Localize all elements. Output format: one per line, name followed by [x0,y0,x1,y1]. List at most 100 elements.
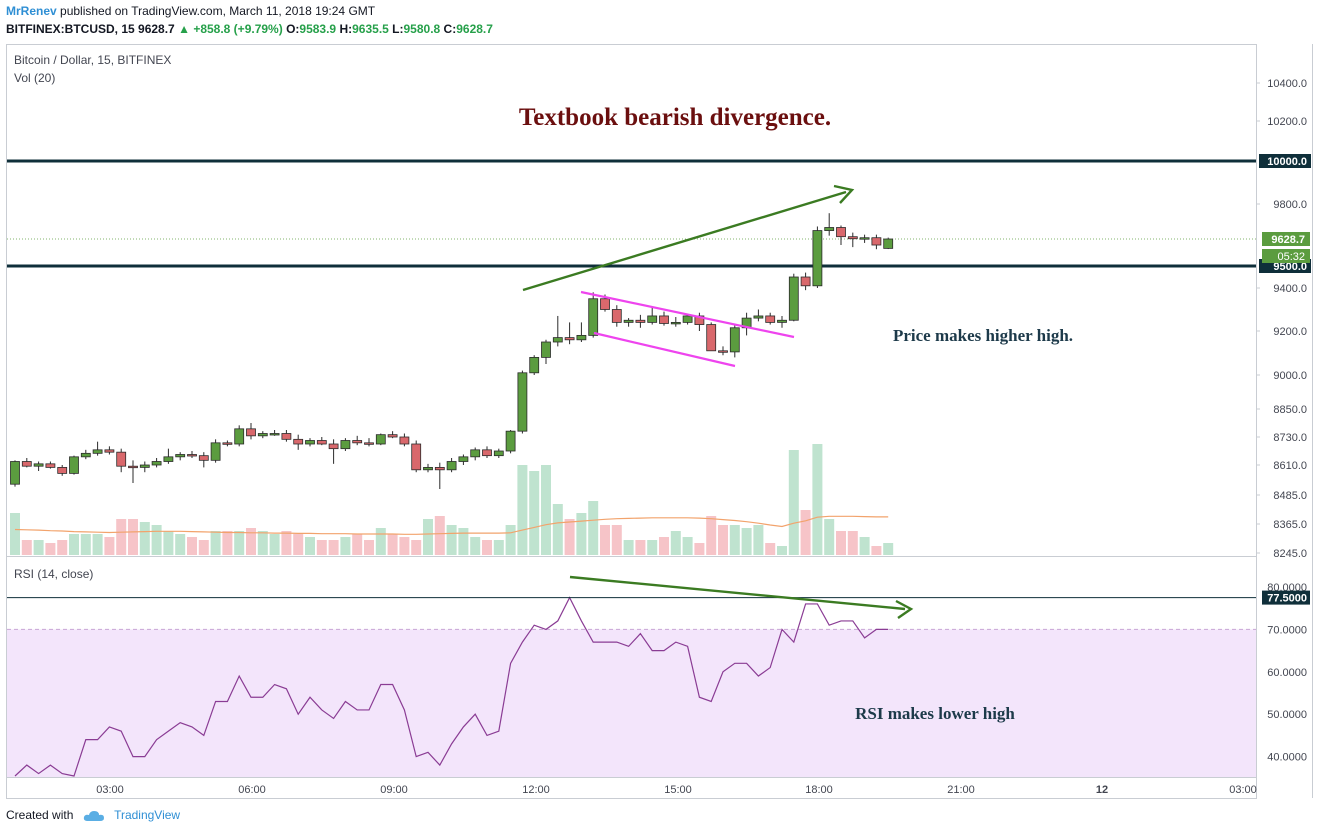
candle-body [564,337,575,341]
volume-bar [128,519,138,555]
time-tick-label: 12 [1096,784,1108,796]
time-tick-label: 12:00 [522,784,550,796]
volume-bar [293,534,304,555]
axis-labels: 10400.0 10200.0 9800.0 9400.0 9200.0 9000.0 88… [96,78,1311,796]
volume-bar [517,465,528,555]
volume-bar [69,534,79,555]
price-tick-label: 8850.0 [1273,404,1307,416]
candle-body [800,276,811,287]
time-tick-label: 06:00 [238,784,266,796]
candle-body [423,466,433,471]
candle-body [316,440,327,445]
volume-bar [576,513,587,555]
candle-body [446,461,457,471]
candle-body [281,433,292,440]
volume-bar [187,537,197,555]
price-trend-arrow [522,190,847,292]
candle-body [505,430,516,452]
volume-bar [588,501,599,555]
volume-bar [305,537,315,555]
price-tick-label: 9200.0 [1273,326,1307,338]
candle-body [375,434,386,445]
price-tick-label: 8245.0 [1273,548,1307,560]
candle-body [647,315,658,323]
candle-body [434,466,445,471]
price-tick-label: 10400.0 [1267,78,1307,90]
candle-body [517,372,528,432]
last-price: 9628.7 [138,22,175,36]
channel-upper-line [580,290,795,339]
level-badge-label: 10000.0 [1267,156,1307,168]
volume-bar [328,540,339,555]
candle-body [706,324,717,352]
volume-bar [682,537,693,555]
volume-bar [340,537,351,555]
volume-bar [257,531,268,555]
volume-bar [470,537,481,555]
volume-bar [21,540,32,555]
volume-bar [352,534,363,555]
candle-body [257,433,268,437]
volume-bar [800,510,811,555]
candle-body [718,350,728,353]
rsi-line [14,596,889,777]
volume-bar [57,540,68,555]
volume-bar [859,537,870,555]
countdown-badge-label: 05:32 [1277,251,1305,263]
time-tick-label: 03:00 [1229,784,1257,796]
candle-body [246,428,256,437]
candle-body [328,443,339,450]
candle-body [812,230,823,287]
horizontal-levels [7,159,1256,268]
tradingview-link[interactable]: TradingView [114,808,181,822]
candle-body [588,298,599,336]
candle-body [600,298,610,310]
volume-bar [45,543,56,555]
price-trend-arrowhead [833,184,855,204]
candle-body [859,237,870,240]
created-with-label: Created with [6,808,74,822]
volume-bar [482,540,492,555]
volume-bar [871,546,882,555]
time-axis-frame [6,777,1257,799]
time-tick-label: 18:00 [805,784,833,796]
candle-body [765,315,776,323]
volume-bar [505,525,516,555]
volume-bar [647,540,658,555]
candle-body [234,428,245,445]
level-badge-label: 9500.0 [1273,261,1307,273]
volume-bar [659,537,669,555]
candle-body [529,356,540,374]
volume-bar [729,525,740,555]
close-value: 9628.7 [456,22,493,36]
volume-bar [210,531,221,555]
candle-body [57,466,68,474]
volume-bar [541,465,551,555]
ohlc-header: BITFINEX:BTCUSD, 15 9628.7 ▲ +858.8 (+9.… [6,22,493,36]
volume-bar [269,534,280,555]
open-label: O: [286,22,300,36]
rsi-tick-label: 60.0000 [1267,667,1307,679]
rsi-band [7,629,1256,777]
level-badge [1259,154,1311,168]
candle-body [104,449,115,453]
candle-body [45,463,56,468]
volume-bar [411,540,422,555]
candle-body [92,449,103,454]
channel-lower-line [593,331,736,368]
volume-bar [718,525,728,555]
volume-bar [812,444,823,555]
candle-body [21,461,32,467]
volume-bar [175,534,186,555]
candle-body [139,464,150,468]
candle-body [293,438,304,445]
author-link[interactable]: MrRenev [6,4,57,18]
price-tick-label: 9400.0 [1273,283,1307,295]
volume-bar [234,531,245,555]
price-tick-label: 9000.0 [1273,370,1307,382]
high-label: H: [339,22,353,36]
candle-body [175,454,186,458]
candle-body [493,450,504,457]
volume-bar [139,522,150,555]
